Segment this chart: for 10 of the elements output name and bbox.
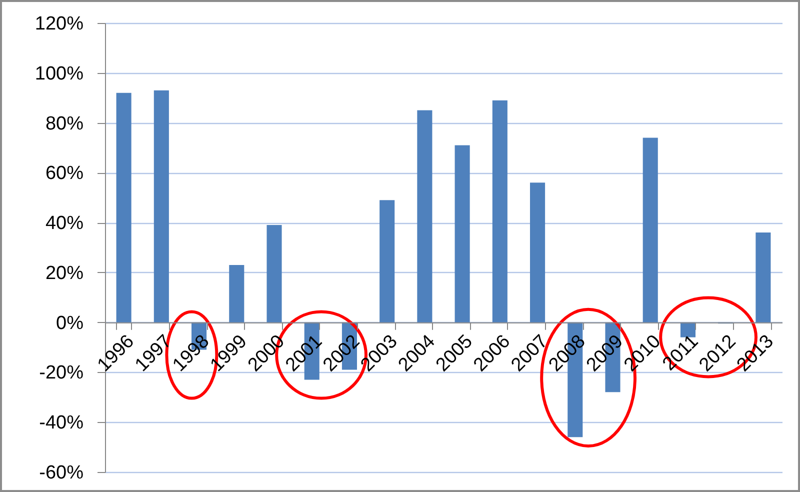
y-tick-label: -60% <box>39 462 84 484</box>
y-tick-label: 0% <box>56 312 84 334</box>
y-tick-label: 120% <box>34 14 84 34</box>
y-tick-label: -20% <box>39 362 84 384</box>
y-tick-label: -40% <box>39 412 84 434</box>
y-tick-label: 40% <box>45 213 84 234</box>
y-tick-label: 100% <box>34 63 84 84</box>
y-tick-label: 80% <box>45 113 84 134</box>
y-tick-label: 20% <box>45 262 84 284</box>
y-tick-label: 60% <box>45 163 84 184</box>
